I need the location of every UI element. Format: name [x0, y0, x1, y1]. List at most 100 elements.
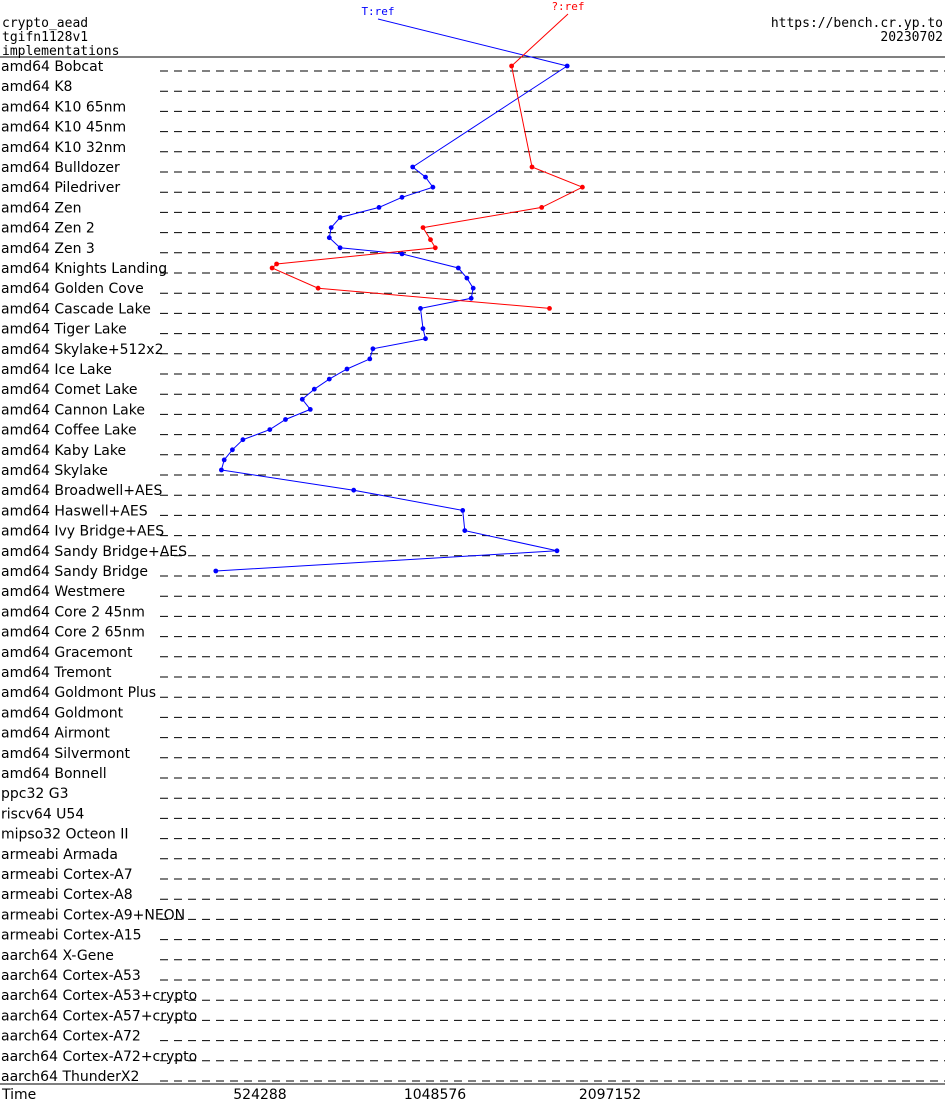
data-point	[423, 336, 428, 342]
category-label: amd64 Tiger Lake	[1, 322, 127, 338]
category-label: amd64 Knights Landing	[1, 261, 167, 277]
data-point	[376, 205, 382, 210]
category-label: armeabi Cortex-A15	[1, 928, 142, 944]
data-point	[554, 548, 560, 554]
category-label: amd64 Zen 2	[1, 221, 95, 237]
data-point	[267, 427, 273, 432]
header-url: https://bench.cr.yp.to	[771, 16, 943, 31]
data-point	[337, 245, 343, 251]
category-label: mipso32 Octeon II	[1, 827, 129, 843]
category-label: amd64 Goldmont	[1, 705, 124, 721]
series-leader-line	[377, 18, 568, 67]
category-label: armeabi Cortex-A9+NEON	[1, 907, 185, 923]
header-implementation: tgifn1128v1	[2, 30, 88, 45]
data-point	[399, 251, 405, 257]
data-point	[399, 194, 405, 200]
data-point	[430, 184, 436, 190]
category-label: amd64 Ivy Bridge+AES	[1, 524, 164, 540]
category-label: amd64 Bobcat	[1, 59, 104, 75]
category-label: amd64 Tremont	[1, 665, 112, 681]
data-point	[460, 508, 466, 513]
category-label: amd64 Piledriver	[1, 180, 120, 196]
data-point	[529, 164, 535, 170]
category-label: amd64 Zen 3	[1, 241, 95, 257]
data-point	[455, 265, 461, 271]
data-point	[462, 528, 468, 533]
category-label: aarch64 Cortex-A72	[1, 1029, 141, 1045]
x-tick-label: 2097152	[579, 1087, 641, 1103]
category-label: aarch64 Cortex-A53	[1, 968, 141, 984]
data-point	[221, 457, 227, 463]
category-label: aarch64 Cortex-A72+crypto	[1, 1049, 197, 1065]
data-point	[328, 225, 334, 231]
category-label: amd64 Bonnell	[1, 766, 107, 782]
data-point	[539, 205, 545, 210]
category-label: amd64 Kaby Lake	[1, 443, 126, 459]
data-point	[418, 306, 423, 311]
data-point	[311, 386, 317, 392]
data-point	[432, 245, 438, 251]
data-point	[230, 447, 235, 453]
category-label: amd64 K10 32nm	[1, 140, 126, 156]
data-point	[219, 467, 224, 473]
series-lines: T:ref ?:ref	[213, 0, 585, 574]
category-label: amd64 Airmont	[1, 726, 110, 742]
category-label: amd64 Westmere	[1, 584, 125, 600]
category-label: amd64 Core 2 45nm	[1, 604, 145, 620]
category-label: aarch64 X-Gene	[1, 948, 114, 964]
category-label: amd64 Bulldozer	[1, 160, 120, 176]
data-point	[269, 265, 275, 271]
category-label: amd64 Golden Cove	[1, 281, 144, 297]
category-label: amd64 Haswell+AES	[1, 503, 148, 519]
data-point	[213, 568, 219, 574]
header-date: 20230702	[880, 30, 943, 45]
category-label: armeabi Cortex-A7	[1, 867, 133, 883]
category-label: aarch64 ThunderX2	[1, 1069, 139, 1085]
x-axis-label: Time	[1, 1087, 36, 1103]
header-primitive: crypto_aead	[2, 16, 88, 31]
data-point	[420, 326, 426, 331]
x-tick-label: 1048576	[404, 1087, 466, 1103]
category-label: amd64 Skylake	[1, 463, 108, 479]
category-label: amd64 Sandy Bridge	[1, 564, 148, 580]
data-point	[370, 346, 376, 352]
category-label: ppc32 G3	[1, 786, 69, 802]
category-label: amd64 K10 45nm	[1, 120, 126, 136]
category-label: amd64 Skylake+512x2	[1, 342, 163, 358]
data-point	[274, 261, 279, 267]
data-point	[420, 225, 426, 231]
data-point	[299, 396, 305, 402]
data-point	[315, 285, 321, 291]
data-point	[240, 437, 246, 443]
data-point	[468, 295, 474, 301]
data-point	[307, 407, 313, 412]
category-label: amd64 Coffee Lake	[1, 423, 137, 439]
category-label: armeabi Cortex-A8	[1, 887, 133, 903]
category-label: amd64 K8	[1, 79, 72, 95]
category-label: amd64 Ice Lake	[1, 362, 112, 378]
data-point	[464, 275, 470, 281]
x-axis-ticks: 524288 1048576 2097152	[233, 1087, 641, 1103]
category-label: aarch64 Cortex-A53+crypto	[1, 988, 197, 1004]
series-leader-line	[511, 13, 569, 67]
data-point	[326, 376, 332, 382]
data-point	[326, 235, 332, 241]
category-label: amd64 K10 65nm	[1, 99, 126, 115]
x-tick-label: 524288	[233, 1087, 286, 1103]
category-label: amd64 Silvermont	[1, 746, 131, 762]
series-line	[271, 65, 584, 309]
category-label: amd64 Zen	[1, 200, 81, 216]
data-point	[283, 417, 288, 422]
category-label: amd64 Goldmont Plus	[1, 685, 156, 701]
data-point	[547, 306, 552, 311]
data-point	[423, 174, 428, 180]
data-point	[344, 366, 350, 372]
data-point	[564, 63, 570, 69]
category-label: amd64 Gracemont	[1, 645, 133, 661]
category-label: amd64 Cannon Lake	[1, 402, 145, 418]
category-label: amd64 Core 2 65nm	[1, 625, 145, 641]
data-point	[580, 184, 585, 190]
category-label: armeabi Armada	[1, 847, 118, 863]
category-label: amd64 Sandy Bridge+AES	[1, 544, 187, 560]
